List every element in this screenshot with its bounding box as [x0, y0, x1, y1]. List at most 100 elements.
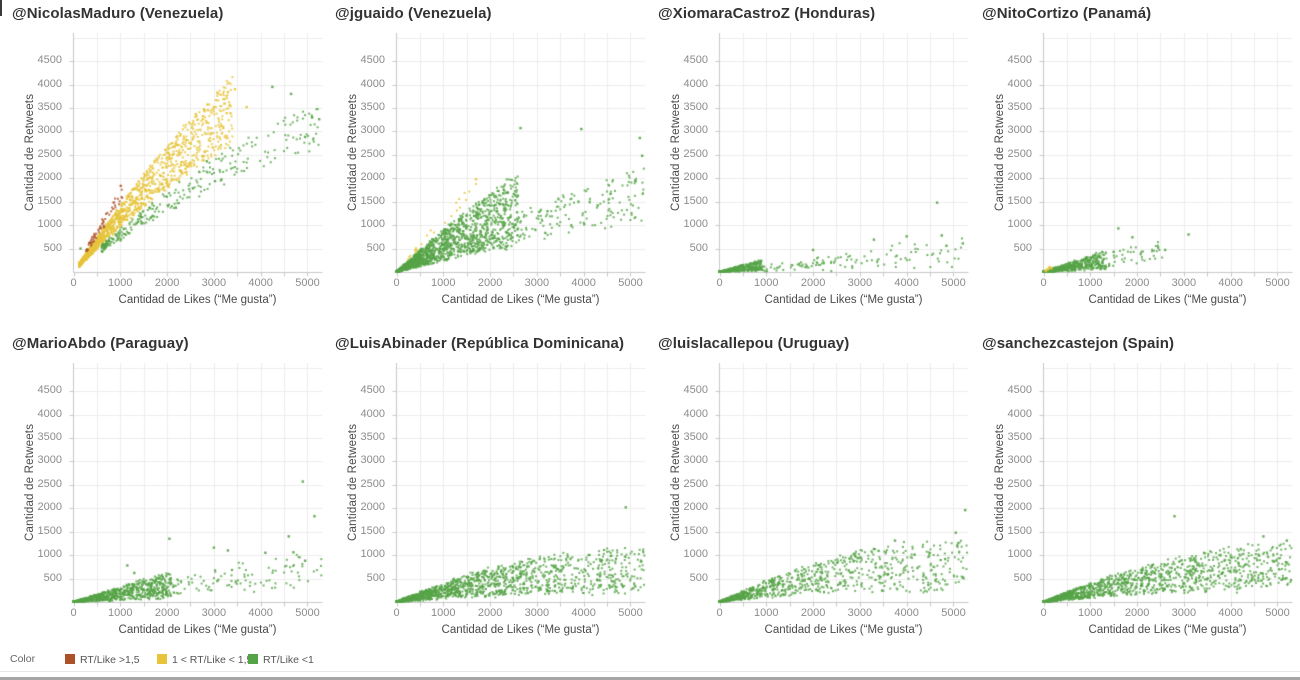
scatter-plot-canvas[interactable] — [714, 363, 970, 609]
y-tick-label: 3000 — [360, 454, 385, 467]
x-tick-label: 0 — [393, 277, 400, 289]
x-tick-label: 1000 — [1078, 277, 1103, 289]
scatter-plot-canvas[interactable] — [714, 33, 970, 279]
legend-item-label: 1 < RT/Like < 1,5 — [172, 653, 253, 666]
y-tick-label: 4000 — [1007, 407, 1032, 420]
scatter-plot-canvas[interactable] — [1038, 33, 1294, 279]
y-tick-label: 3000 — [360, 124, 385, 137]
scatter-plot-canvas[interactable] — [1038, 363, 1294, 609]
y-tick-label: 4500 — [37, 54, 62, 67]
x-tick-label: 0 — [716, 277, 723, 289]
y-tick-label: 2500 — [1007, 477, 1032, 490]
x-tick-label: 2000 — [1124, 277, 1150, 289]
x-axis-label: Cantidad de Likes (“Me gusta”) — [441, 294, 600, 306]
y-tick-label: 500 — [1013, 241, 1032, 254]
x-tick-label: 2000 — [154, 277, 180, 289]
legend-item-rt-like-gt-1-5[interactable]: RT/Like >1,5 — [65, 651, 140, 669]
y-tick-label: 500 — [366, 571, 385, 584]
y-tick-label: 2500 — [360, 477, 385, 490]
scatter-plot-canvas[interactable] — [68, 33, 324, 279]
y-tick-label: 2000 — [683, 501, 708, 514]
y-tick-label: 4000 — [360, 407, 385, 420]
y-tick-label: 2500 — [37, 477, 62, 490]
y-tick-label: 3000 — [1007, 124, 1032, 137]
x-tick-label: 4000 — [248, 277, 273, 289]
y-tick-label: 1000 — [37, 218, 62, 231]
subplot-title: @NitoCortizo (Panamá) — [982, 5, 1152, 22]
subplot-title: @XiomaraCastroZ (Honduras) — [658, 5, 876, 22]
y-tick-label: 2000 — [37, 501, 62, 514]
x-tick-label: 3000 — [524, 277, 550, 289]
x-tick-label: 1000 — [754, 277, 779, 289]
y-tick-label: 3500 — [1007, 430, 1032, 443]
y-tick-label: 2500 — [37, 147, 62, 160]
y-tick-label: 1500 — [360, 194, 385, 207]
x-axis-label: Cantidad de Likes (“Me gusta”) — [1088, 624, 1247, 636]
legend-swatch-red — [65, 653, 75, 664]
x-tick-label: 5000 — [941, 277, 966, 289]
scatter-plot-canvas[interactable] — [68, 363, 324, 609]
y-tick-label: 4000 — [360, 77, 385, 90]
y-tick-label: 500 — [1013, 571, 1032, 584]
legend-item-rt-like-1-to-1-5[interactable]: 1 < RT/Like < 1,5 — [157, 651, 252, 669]
y-tick-label: 500 — [689, 571, 708, 584]
x-axis-label: Cantidad de Likes (“Me gusta”) — [764, 294, 923, 306]
y-tick-label: 1500 — [37, 524, 62, 537]
y-tick-label: 1000 — [360, 548, 385, 561]
x-tick-label: 2000 — [800, 607, 826, 619]
y-tick-label: 2500 — [1007, 147, 1032, 160]
y-tick-label: 2500 — [360, 147, 385, 160]
y-tick-label: 1000 — [1007, 548, 1032, 561]
y-tick-label: 3000 — [683, 454, 708, 467]
y-tick-label: 2000 — [37, 171, 62, 184]
y-tick-label: 1000 — [683, 218, 708, 231]
x-tick-label: 3000 — [1171, 277, 1197, 289]
y-tick-label: 2000 — [683, 171, 708, 184]
subplot-sanchezcastejon: @sanchezcastejon (Spain) Cantidad de Ret… — [970, 330, 1300, 648]
y-tick-label: 1000 — [1007, 218, 1032, 231]
y-tick-label: 3000 — [37, 124, 62, 137]
x-tick-label: 3000 — [1171, 607, 1197, 619]
x-tick-label: 1000 — [754, 607, 779, 619]
subplot-title: @luislacallepou (Uruguay) — [658, 335, 850, 352]
x-tick-label: 1000 — [108, 607, 133, 619]
y-tick-label: 4000 — [37, 407, 62, 420]
scatter-plot-canvas[interactable] — [391, 33, 647, 279]
y-tick-label: 4500 — [1007, 54, 1032, 67]
y-tick-label: 3500 — [683, 100, 708, 113]
x-tick-label: 0 — [716, 607, 723, 619]
y-tick-label: 4000 — [37, 77, 62, 90]
x-tick-label: 3000 — [524, 607, 550, 619]
subplot-title: @jguaido (Venezuela) — [335, 5, 492, 22]
y-tick-label: 3000 — [37, 454, 62, 467]
y-tick-label: 500 — [689, 241, 708, 254]
x-tick-label: 3000 — [847, 607, 873, 619]
x-tick-label: 4000 — [894, 607, 919, 619]
x-tick-label: 5000 — [295, 277, 320, 289]
x-tick-label: 4000 — [1218, 607, 1243, 619]
x-tick-label: 2000 — [477, 277, 503, 289]
x-tick-label: 5000 — [295, 607, 320, 619]
y-tick-label: 500 — [366, 241, 385, 254]
x-tick-label: 4000 — [571, 277, 596, 289]
y-tick-label: 4000 — [683, 407, 708, 420]
x-tick-label: 4000 — [894, 277, 919, 289]
x-axis-label: Cantidad de Likes (“Me gusta”) — [118, 624, 277, 636]
legend-separator-line — [0, 671, 1300, 672]
x-tick-label: 2000 — [800, 277, 826, 289]
x-tick-label: 0 — [70, 607, 77, 619]
y-tick-label: 4500 — [360, 54, 385, 67]
window-corner-artifact — [0, 0, 2, 16]
subplot-xiomaracastroz: @XiomaraCastroZ (Honduras) Cantidad de R… — [646, 0, 970, 330]
legend-item-rt-like-lt-1[interactable]: RT/Like <1 — [248, 651, 314, 669]
subplot-jguaido: @jguaido (Venezuela) Cantidad de Retweet… — [323, 0, 647, 330]
x-tick-label: 5000 — [941, 607, 966, 619]
y-tick-label: 3500 — [360, 100, 385, 113]
x-axis-label: Cantidad de Likes (“Me gusta”) — [118, 294, 277, 306]
x-tick-label: 5000 — [618, 607, 643, 619]
scatter-plot-canvas[interactable] — [391, 363, 647, 609]
y-tick-label: 1500 — [37, 194, 62, 207]
x-tick-label: 4000 — [1218, 277, 1243, 289]
y-tick-label: 4500 — [1007, 384, 1032, 397]
x-tick-label: 0 — [70, 277, 77, 289]
